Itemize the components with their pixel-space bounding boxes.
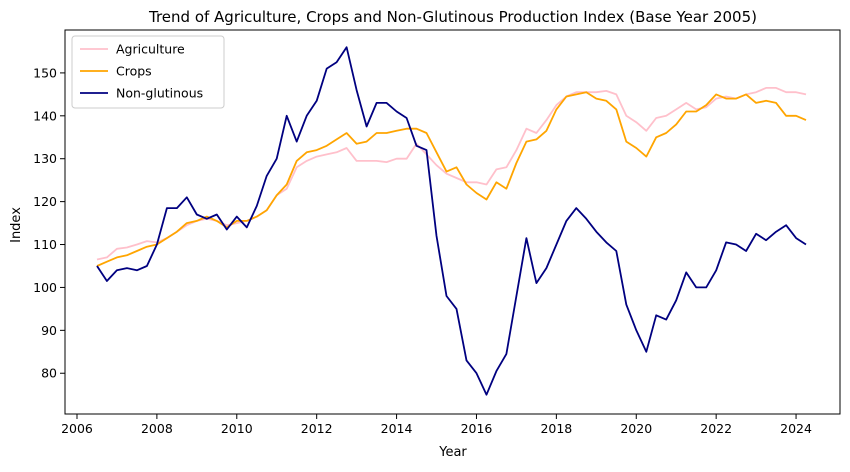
x-tick-label: 2024 <box>780 421 812 436</box>
y-axis-label: Index <box>9 207 24 243</box>
x-tick-label: 2018 <box>540 421 572 436</box>
y-tick-label: 150 <box>33 65 57 80</box>
y-tick-label: 80 <box>41 366 57 381</box>
legend: Agriculture Crops Non-glutinous <box>71 35 225 109</box>
y-tick-label: 100 <box>33 280 57 295</box>
x-tick-label: 2010 <box>221 421 253 436</box>
x-tick-label: 2012 <box>301 421 333 436</box>
x-tick-label: 2020 <box>620 421 652 436</box>
y-tick-label: 130 <box>33 151 57 166</box>
legend-label-non-glutinous: Non-glutinous <box>116 86 203 101</box>
legend-label-agriculture: Agriculture <box>116 42 185 57</box>
x-tick-label: 2008 <box>141 421 173 436</box>
x-tick-label: 2016 <box>461 421 493 436</box>
plot-frame <box>64 29 841 415</box>
series-line-crops <box>96 91 807 267</box>
x-axis: 2006 2008 2010 2012 2014 2016 2018 2020 2022 2024 <box>61 414 812 436</box>
y-axis: 80 90 100 110 120 130 140 150 <box>33 65 65 381</box>
chart-title: Trend of Agriculture, Crops and Non-Glut… <box>148 8 757 26</box>
x-tick-label: 2022 <box>700 421 732 436</box>
legend-label-crops: Crops <box>116 64 152 79</box>
x-axis-label: Year <box>438 445 467 460</box>
series-line-non-glutinous <box>96 46 807 396</box>
series-line-agriculture <box>96 87 807 261</box>
x-tick-label: 2006 <box>61 421 93 436</box>
y-tick-label: 120 <box>33 194 57 209</box>
x-tick-label: 2014 <box>381 421 413 436</box>
y-tick-label: 90 <box>41 323 57 338</box>
plot-series-group <box>96 46 807 396</box>
y-tick-label: 140 <box>33 108 57 123</box>
y-tick-label: 110 <box>33 237 57 252</box>
legend-box <box>71 35 225 109</box>
